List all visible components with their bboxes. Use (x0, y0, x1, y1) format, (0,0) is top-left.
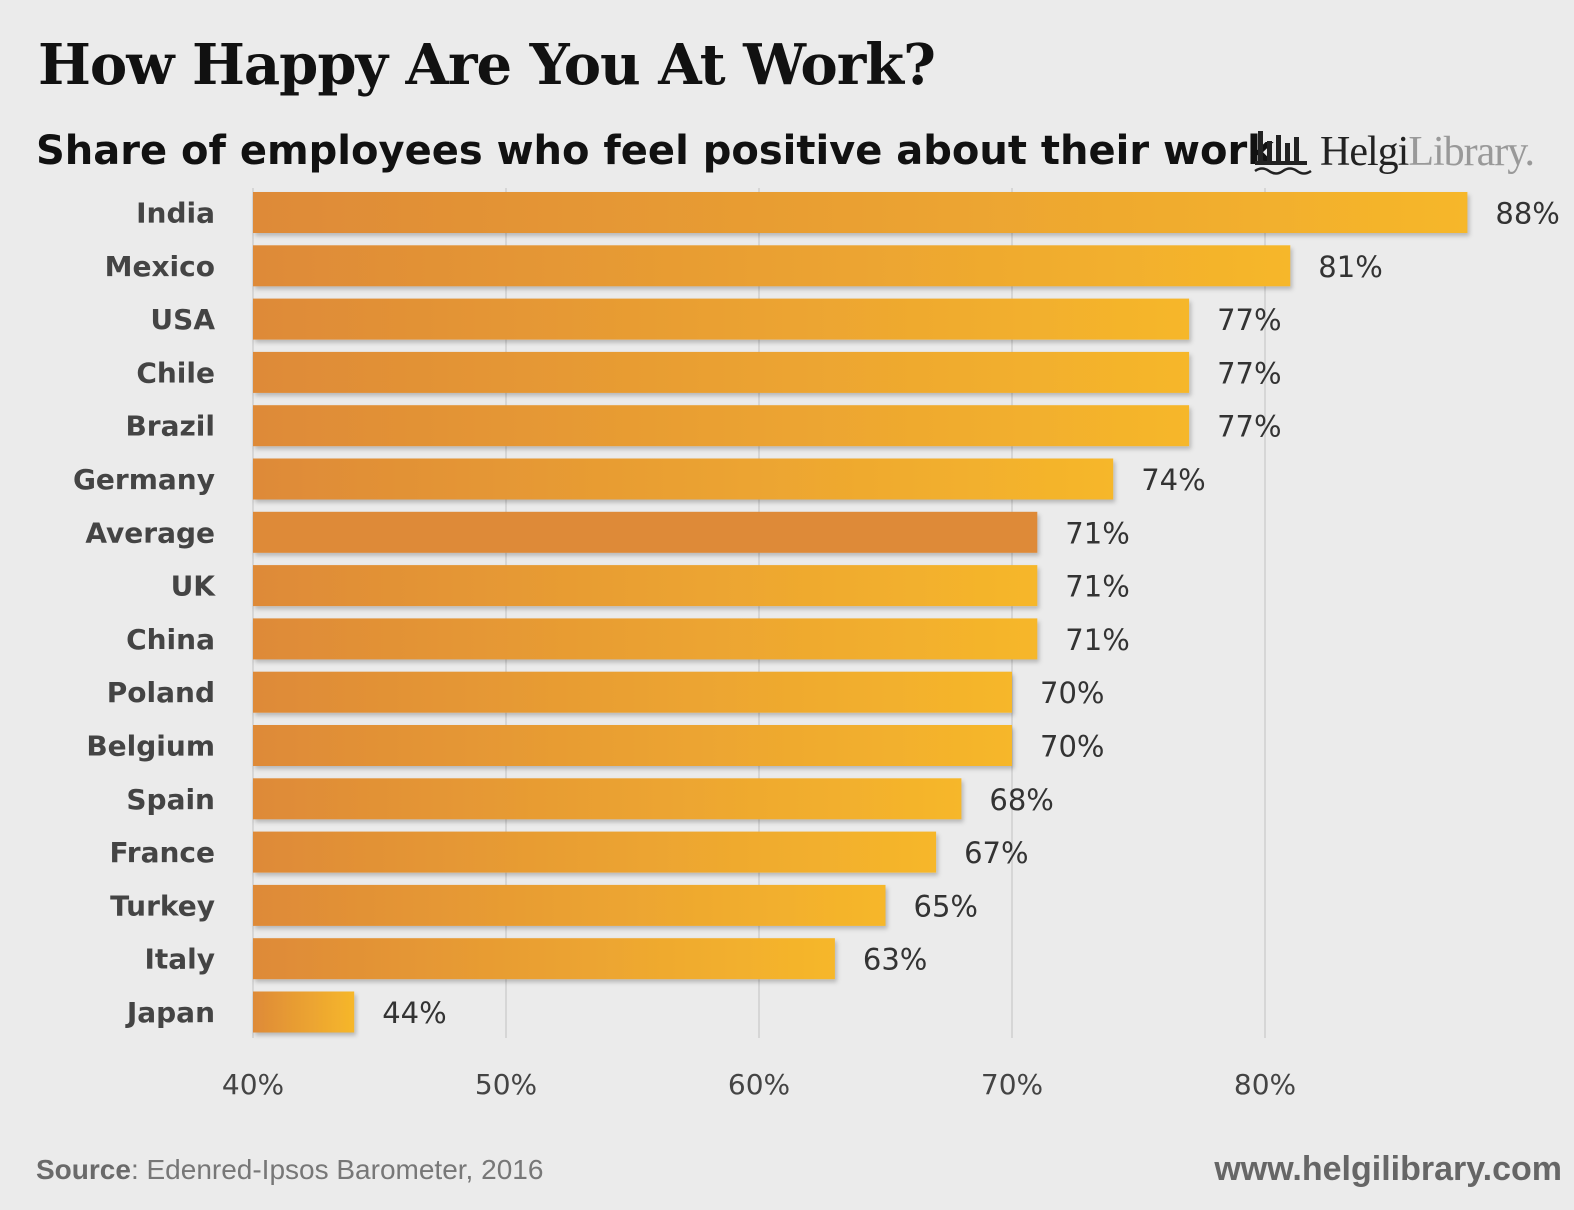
x-axis-ticks: 40% 50% 60% 70% 80% (222, 1068, 1296, 1101)
chart-subtitle: Share of employees who feel positive abo… (36, 128, 1274, 174)
category-label: Turkey (110, 889, 215, 922)
bar-japan[interactable] (253, 991, 355, 1033)
category-label: Germany (73, 463, 215, 496)
bar-uk[interactable] (253, 565, 1038, 607)
category-label: Mexico (105, 250, 215, 283)
x-tick-label: 50% (475, 1068, 537, 1101)
chart-title: How Happy Are You At Work? (38, 32, 936, 98)
category-label: USA (150, 303, 215, 336)
bars (253, 192, 1468, 1033)
category-label: Spain (126, 783, 215, 816)
value-label: 44% (382, 996, 446, 1030)
value-label: 70% (1040, 676, 1104, 710)
bar-china[interactable] (253, 618, 1038, 660)
category-label: India (136, 197, 215, 230)
logo-suffix: Library. (1408, 129, 1535, 175)
x-tick-label: 80% (1234, 1068, 1296, 1101)
bar-india[interactable] (253, 192, 1468, 233)
bar-chart: India Mexico USA Chile Brazil Germany Average U… (73, 188, 1560, 1101)
x-tick-label: 60% (728, 1068, 790, 1101)
value-label: 71% (1065, 570, 1129, 604)
bar-mexico[interactable] (253, 245, 1291, 287)
bar-average[interactable] (253, 511, 1038, 553)
value-label: 77% (1217, 303, 1281, 337)
value-label: 77% (1217, 356, 1281, 390)
value-label: 63% (863, 943, 927, 977)
bar-poland[interactable] (253, 671, 1012, 713)
bar-germany[interactable] (253, 458, 1114, 500)
category-labels: India Mexico USA Chile Brazil Germany Average U… (73, 197, 216, 1030)
value-label: 74% (1141, 463, 1205, 497)
source-label: Source (36, 1154, 131, 1185)
value-label: 71% (1065, 516, 1129, 550)
value-label: 81% (1318, 250, 1382, 284)
value-label: 65% (914, 889, 978, 923)
library-building-icon (1254, 131, 1312, 175)
source-text: : Edenred-Ipsos Barometer, 2016 (130, 1154, 544, 1185)
value-label: 68% (989, 783, 1053, 817)
website-link[interactable]: www.helgilibrary.com (1214, 1150, 1562, 1188)
category-label: Brazil (125, 410, 215, 443)
category-label: Japan (125, 996, 215, 1029)
category-label: China (126, 623, 215, 656)
bar-italy[interactable] (253, 938, 835, 980)
category-label: Chile (136, 356, 215, 389)
source-note: Source: Edenred-Ipsos Barometer, 2016 (36, 1154, 543, 1186)
bar-france[interactable] (253, 831, 937, 873)
value-labels: 88% 81% 77% 77% 77% 74% 71% 71% 71% 70% 70% 68% 67% 6… (382, 197, 1560, 1031)
x-tick-label: 70% (981, 1068, 1043, 1101)
category-label: Average (85, 516, 215, 549)
bar-spain[interactable] (253, 778, 962, 820)
category-label: Belgium (86, 730, 215, 763)
helgi-library-logo[interactable]: Helgi Library. (1254, 124, 1535, 180)
bar-turkey[interactable] (253, 884, 886, 926)
value-label: 71% (1065, 623, 1129, 657)
value-label: 67% (964, 836, 1028, 870)
category-label: UK (171, 570, 217, 603)
value-label: 70% (1040, 730, 1104, 764)
bar-brazil[interactable] (253, 405, 1190, 447)
category-label: France (109, 836, 215, 869)
bar-chile[interactable] (253, 351, 1190, 393)
value-label: 88% (1495, 197, 1559, 231)
category-label: Poland (107, 676, 215, 709)
bar-belgium[interactable] (253, 725, 1012, 766)
bar-usa[interactable] (253, 298, 1190, 340)
x-tick-label: 40% (222, 1068, 284, 1101)
category-label: Italy (144, 943, 215, 976)
logo-name: Helgi (1320, 129, 1409, 175)
value-label: 77% (1217, 410, 1281, 444)
